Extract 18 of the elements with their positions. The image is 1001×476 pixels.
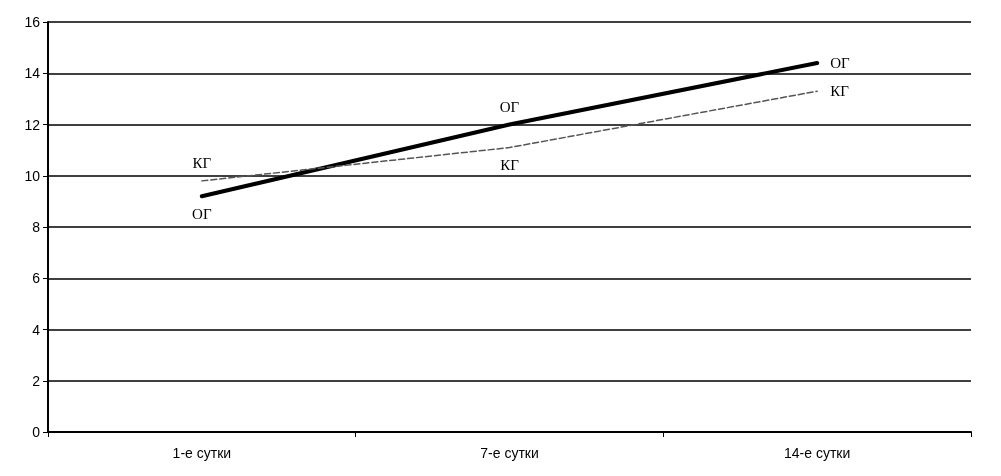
- series-label: ОГ: [830, 55, 850, 71]
- text: КГ: [500, 157, 519, 174]
- text: ОГ: [192, 205, 212, 222]
- y-tick-label: 16: [24, 14, 41, 30]
- y-tick-label: 12: [24, 116, 41, 133]
- text: КГ: [192, 155, 212, 172]
- text: ОГ: [499, 99, 520, 115]
- y-tick-label: 14: [24, 65, 41, 82]
- x-tick-label: 14-е сутки: [784, 445, 851, 461]
- y-tick-label: 10: [24, 167, 41, 184]
- y-tick-label: 8: [32, 219, 41, 235]
- y-tick-label: 0: [32, 424, 41, 440]
- x-tick-label: 7-е сутки: [480, 445, 539, 461]
- y-tick-label: 2: [32, 372, 41, 389]
- series-label: КГ: [830, 83, 850, 100]
- x-tick-label: 1-е сутки: [172, 445, 232, 461]
- y-tick-label: 6: [32, 270, 41, 287]
- y-tick-label: 4: [32, 321, 41, 338]
